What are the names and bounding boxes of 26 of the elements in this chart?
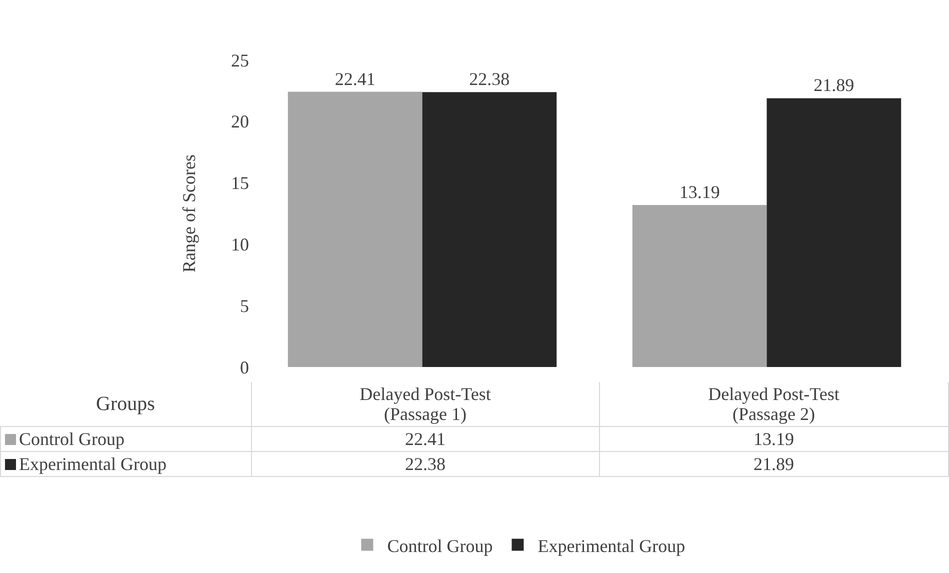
text: Control Group: [19, 429, 124, 449]
y-axis-title: Range of Scores: [179, 154, 200, 272]
data-label: 13.19: [679, 182, 720, 202]
bar: [288, 92, 422, 367]
y-tick-label: 0: [240, 357, 249, 378]
x-tick-label: Delayed Post-Test (Passage 2): [600, 382, 948, 426]
y-tick-label: 20: [231, 112, 249, 132]
y-tick-label: 15: [231, 173, 249, 194]
text: Experimental Group: [19, 454, 166, 474]
y-tick-label: 10: [231, 234, 249, 254]
y-tick-label: 25: [231, 50, 249, 70]
text: 13.19: [600, 426, 948, 452]
legend-title: Groups: [0, 382, 251, 426]
text: 21.89: [600, 452, 948, 476]
text: 22.38: [251, 452, 600, 476]
legend-label: Control Group: [387, 536, 493, 556]
data-label: 21.89: [814, 75, 854, 96]
bar: [632, 205, 767, 367]
y-tick-label: 5: [240, 296, 249, 316]
text: 22.41: [251, 426, 600, 452]
data-label: 22.38: [469, 69, 510, 90]
legend-label: Experimental Group: [538, 536, 686, 556]
bar: [422, 92, 557, 367]
data-label: 22.41: [334, 68, 376, 89]
x-tick-label: Delayed Post-Test (Passage 1): [251, 382, 600, 426]
bar: [766, 98, 902, 367]
